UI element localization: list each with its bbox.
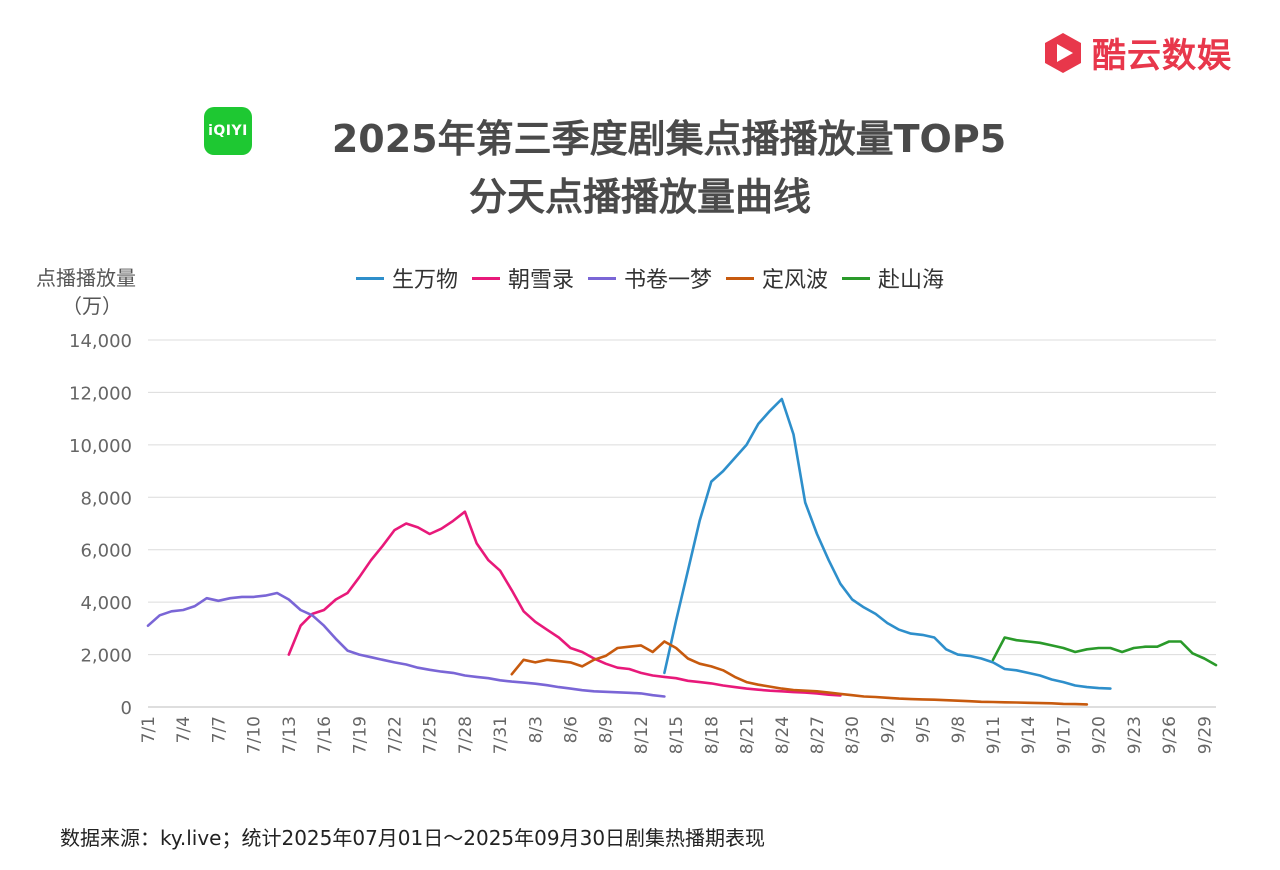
series-line: [663, 397, 1112, 690]
x-tick-label: 7/25: [421, 716, 441, 754]
chart-title: 2025年第三季度剧集点播播放量TOP5: [331, 117, 1007, 161]
x-tick-label: 7/28: [456, 716, 476, 754]
x-tick-label: 7/13: [280, 716, 300, 754]
series-line: [146, 591, 666, 698]
brand-name: 酷云数娱: [1092, 36, 1232, 76]
series-line: [991, 636, 1218, 667]
x-tick-label: 9/11: [984, 716, 1004, 754]
legend-item: 定风波: [726, 262, 828, 294]
legend-item: 朝雪录: [471, 262, 574, 294]
data-source-note: 数据来源：ky.live；统计2025年07月01日～2025年09月30日剧集…: [60, 826, 766, 850]
x-tick-label: 7/7: [209, 716, 229, 743]
brand: 酷云数娱: [1040, 28, 1232, 77]
y-tick-label: 12,000: [69, 383, 132, 404]
x-tick-label: 9/29: [1195, 716, 1215, 754]
x-tick-label: 7/31: [491, 716, 511, 754]
y-tick-label: 10,000: [69, 436, 132, 457]
y-tick-label: 4,000: [80, 593, 132, 614]
legend-swatch: [471, 276, 500, 280]
y-tick-label: 0: [121, 698, 132, 719]
legend-swatch: [355, 276, 384, 280]
x-tick-label: 9/17: [1054, 716, 1074, 754]
legend-item: 书卷一梦: [587, 262, 712, 294]
x-tick-label: 8/12: [632, 716, 652, 754]
play-arrow-hexagon-icon: [1045, 32, 1081, 73]
x-tick-label: 8/30: [843, 716, 863, 754]
x-tick-label: 8/27: [808, 716, 828, 754]
y-tick-label: 8,000: [80, 488, 132, 509]
legend-swatch: [726, 276, 754, 280]
legend-item: 赴山海: [842, 262, 944, 294]
legend: 生万物 朝雪录 书卷一梦 定风波 赴山海: [0, 262, 1280, 294]
iqiyi-logo-icon: iQIYI: [204, 107, 252, 155]
y-tick-label: 6,000: [80, 541, 132, 562]
x-tick-label: 7/22: [385, 716, 405, 754]
x-tick-label: 9/26: [1160, 716, 1180, 754]
legend-label: 赴山海: [878, 268, 945, 293]
series-line: [287, 510, 842, 697]
x-tick-label: 9/20: [1090, 716, 1110, 754]
x-tick-label: 8/21: [738, 716, 758, 754]
y-axis-label: 点播播放量: [36, 266, 136, 290]
x-tick-label: 9/5: [914, 716, 934, 743]
x-tick-label: 7/4: [174, 716, 194, 743]
y-tick-label: 14,000: [69, 331, 132, 352]
x-tick-label: 8/9: [597, 716, 617, 743]
legend-item: 生万物: [355, 262, 458, 294]
legend-swatch: [842, 276, 871, 280]
legend-label: 书卷一梦: [623, 268, 712, 293]
y-tick-label: 2,000: [80, 646, 132, 667]
iqiyi-logo-text: iQIYI: [208, 123, 248, 139]
x-tick-label: 8/3: [526, 716, 546, 743]
x-tick-label: 9/14: [1019, 716, 1039, 754]
x-tick-label: 8/18: [702, 716, 722, 754]
legend-label: 定风波: [762, 268, 829, 293]
series-line: [510, 640, 1089, 706]
legend-label: 朝雪录: [507, 268, 574, 293]
x-tick-label: 8/15: [667, 716, 687, 754]
x-tick-label: 8/24: [773, 716, 793, 754]
x-tick-label: 7/1: [139, 716, 159, 743]
x-tick-label: 9/8: [949, 716, 969, 743]
x-tick-label: 7/10: [245, 716, 265, 754]
chart-subtitle: 分天点播播放量曲线: [468, 175, 811, 219]
x-tick-label: 9/2: [878, 716, 898, 743]
x-tick-label: 7/16: [315, 716, 335, 754]
x-tick-label: 9/23: [1125, 716, 1145, 754]
y-axis-unit: （万）: [62, 294, 122, 318]
legend-swatch: [587, 276, 616, 280]
x-tick-label: 8/6: [562, 716, 582, 743]
x-tick-label: 7/19: [350, 716, 370, 754]
legend-label: 生万物: [391, 268, 458, 293]
